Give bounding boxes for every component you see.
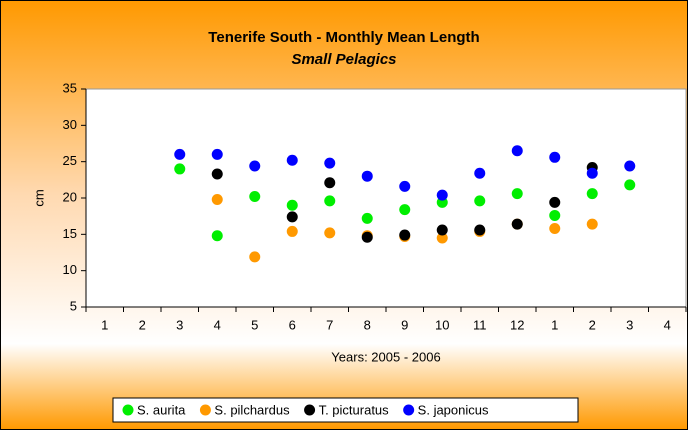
legend-label: S. japonicus xyxy=(418,402,489,417)
x-tick-label: 1 xyxy=(101,317,108,332)
point xyxy=(286,154,298,166)
y-axis-label: cm xyxy=(31,189,46,206)
x-tick-label: 3 xyxy=(626,317,633,332)
point xyxy=(286,211,298,223)
point xyxy=(511,218,523,230)
point xyxy=(549,196,561,208)
x-tick-label: 11 xyxy=(473,317,487,332)
chart-subtitle: Small Pelagics xyxy=(291,51,396,68)
point xyxy=(286,199,298,211)
point xyxy=(474,224,486,236)
x-tick-label: 8 xyxy=(364,317,371,332)
point xyxy=(249,191,261,203)
point xyxy=(474,195,486,207)
legend-label: S. aurita xyxy=(137,402,186,417)
y-tick-label: 15 xyxy=(63,226,77,241)
legend-label: T. picturatus xyxy=(319,402,390,417)
point xyxy=(211,193,223,205)
legend-marker xyxy=(403,404,415,416)
point xyxy=(286,225,298,237)
point xyxy=(361,212,373,224)
plot-area xyxy=(85,88,687,308)
x-tick-label: 12 xyxy=(510,317,524,332)
point xyxy=(624,179,636,191)
point xyxy=(549,209,561,221)
legend-marker xyxy=(304,404,316,416)
point xyxy=(436,224,448,236)
x-tick-label: 7 xyxy=(326,317,333,332)
legend xyxy=(112,397,579,423)
x-tick-label: 10 xyxy=(435,317,449,332)
point xyxy=(211,148,223,160)
point xyxy=(586,167,598,179)
point xyxy=(474,167,486,179)
point xyxy=(211,168,223,180)
point xyxy=(586,188,598,200)
legend-marker xyxy=(199,404,211,416)
y-tick-label: 10 xyxy=(63,262,77,277)
point xyxy=(249,251,261,263)
point xyxy=(324,157,336,169)
x-axis-label: Years: 2005 - 2006 xyxy=(331,349,440,364)
y-tick-label: 20 xyxy=(63,189,77,204)
point xyxy=(624,160,636,172)
y-tick-label: 5 xyxy=(70,298,77,313)
point xyxy=(361,231,373,243)
x-tick-label: 4 xyxy=(664,317,671,332)
point xyxy=(399,180,411,192)
x-tick-label: 6 xyxy=(289,317,296,332)
y-tick-label: 35 xyxy=(63,80,77,95)
x-tick-label: 2 xyxy=(139,317,146,332)
point xyxy=(399,229,411,241)
point xyxy=(549,223,561,235)
point xyxy=(511,145,523,157)
x-tick-label: 4 xyxy=(214,317,221,332)
legend-marker xyxy=(122,404,134,416)
point xyxy=(324,227,336,239)
point xyxy=(211,230,223,242)
point xyxy=(324,195,336,207)
x-tick-label: 1 xyxy=(551,317,558,332)
point xyxy=(399,204,411,216)
x-tick-label: 3 xyxy=(176,317,183,332)
point xyxy=(549,151,561,163)
point xyxy=(511,188,523,200)
point xyxy=(174,163,186,175)
y-tick-label: 25 xyxy=(63,153,77,168)
y-tick-label: 30 xyxy=(63,117,77,132)
x-tick-label: 5 xyxy=(251,317,258,332)
chart-title: Tenerife South - Monthly Mean Length xyxy=(208,29,479,46)
point xyxy=(249,160,261,172)
point xyxy=(436,232,448,244)
point xyxy=(436,189,448,201)
point xyxy=(174,148,186,160)
x-tick-label: 9 xyxy=(401,317,408,332)
point xyxy=(586,218,598,230)
point xyxy=(324,177,336,189)
legend-label: S. pilchardus xyxy=(214,402,290,417)
point xyxy=(361,170,373,182)
x-tick-label: 2 xyxy=(589,317,596,332)
